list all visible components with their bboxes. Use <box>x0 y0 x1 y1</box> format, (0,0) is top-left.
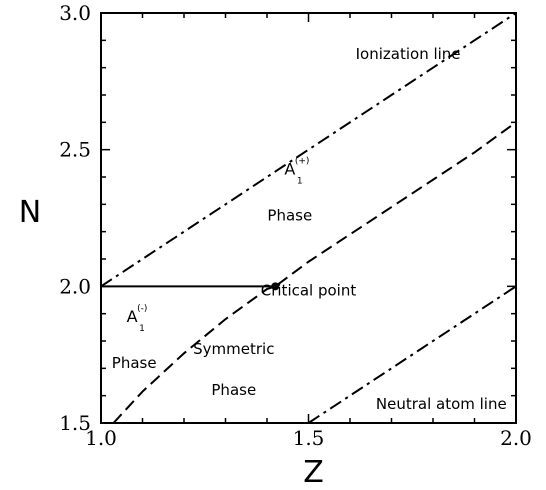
x-tick-label: 2.0 <box>500 426 532 450</box>
phase-symbol-subscript: 1 <box>297 176 303 186</box>
phase-symbol-letter: A <box>284 159 295 178</box>
x-axis-title: Z <box>303 455 324 490</box>
phase-symbol-annotation: A1 (+) <box>284 156 309 186</box>
annotation-label: Phase <box>211 381 256 399</box>
series-line-2 <box>307 285 516 423</box>
annotation-label: Ionization line <box>356 45 461 63</box>
annotation-label: Neutral atom line <box>376 395 507 413</box>
y-tick-label: 3.0 <box>59 1 91 25</box>
y-tick-label: 2.5 <box>59 138 91 162</box>
x-tick-label: 1.5 <box>293 426 325 450</box>
annotation-label: Critical point <box>261 281 357 299</box>
annotation-label: Symmetric <box>193 340 274 358</box>
x-tick-label: 1.0 <box>85 426 117 450</box>
phase-symbol-superscript: (+) <box>295 156 310 166</box>
annotation-label: Phase <box>267 206 312 224</box>
series-line-1 <box>101 13 516 288</box>
series-line-3 <box>112 121 516 423</box>
annotation-label: Phase <box>112 354 157 372</box>
phase-symbol-annotation: A1 (-) <box>127 304 148 334</box>
phase-symbol-letter: A <box>127 307 138 326</box>
y-tick-label: 2.0 <box>59 274 91 298</box>
critical-point-marker <box>271 282 280 291</box>
phase-symbol-superscript: (-) <box>137 304 147 314</box>
y-tick-label: 1.5 <box>59 411 91 435</box>
phase-symbol-subscript: 1 <box>139 324 145 334</box>
y-axis-title: N <box>19 195 41 230</box>
